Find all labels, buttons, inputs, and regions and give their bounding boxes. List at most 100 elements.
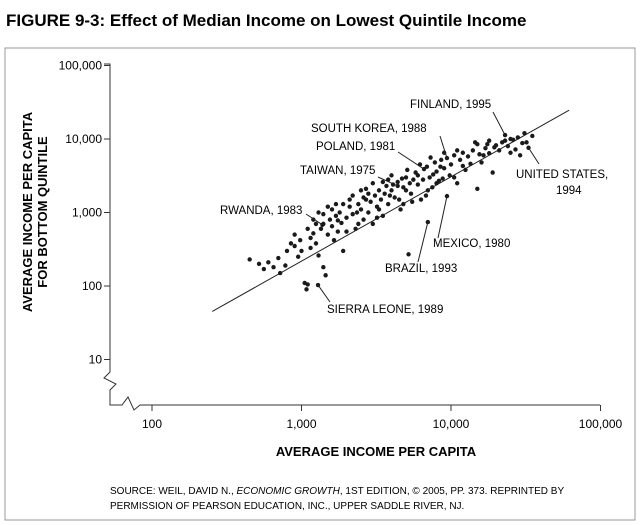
data-point — [439, 157, 444, 163]
data-point — [247, 257, 252, 262]
data-point — [382, 191, 387, 196]
data-point — [387, 193, 393, 198]
data-point — [428, 155, 433, 160]
data-point — [454, 181, 460, 186]
x-axis-label: AVERAGE INCOME PER CAPITA — [276, 444, 477, 459]
y-axis-label-line2: FOR BOTTOM QUINTILE — [35, 136, 50, 288]
data-point — [327, 217, 333, 222]
data-point — [380, 213, 386, 219]
data-point — [447, 173, 452, 178]
data-point — [524, 140, 529, 145]
data-point — [311, 231, 316, 236]
data-point — [344, 229, 349, 234]
data-point — [468, 161, 473, 166]
data-point — [325, 232, 331, 237]
data-point — [325, 204, 331, 209]
data-point — [376, 207, 382, 212]
data-point — [423, 193, 429, 198]
x-tick-label: 1,000 — [286, 417, 316, 431]
data-point — [430, 185, 435, 190]
data-point — [358, 188, 364, 193]
data-point — [463, 167, 468, 173]
source-line2: PERMISSION OF PEARSON EDUCATION, INC., U… — [110, 501, 464, 512]
annotation-leader — [397, 151, 425, 170]
data-point — [406, 252, 411, 257]
data-point — [374, 215, 380, 220]
data-point — [356, 201, 361, 207]
data-point — [483, 145, 488, 151]
data-point — [418, 197, 424, 202]
y-axis — [103, 63, 600, 411]
data-point — [395, 179, 400, 185]
annotation-leader — [437, 196, 448, 239]
data-point — [490, 170, 495, 175]
data-point — [344, 215, 349, 220]
annotation-label: UNITED STATES, — [516, 169, 608, 181]
data-point — [448, 162, 454, 167]
y-tick-label: 1,000 — [72, 206, 102, 220]
annotation-leader — [439, 135, 448, 159]
data-point — [441, 166, 447, 171]
data-point — [420, 177, 426, 182]
data-point — [405, 167, 410, 173]
data-point — [337, 210, 342, 215]
data-point — [401, 201, 406, 207]
y-tick-label: 10,000 — [65, 132, 102, 146]
annotation-label: SIERRA LEONE, 1989 — [327, 304, 443, 316]
data-point — [472, 140, 478, 145]
data-point — [440, 176, 445, 181]
data-point — [316, 253, 321, 258]
data-point — [256, 261, 262, 267]
data-point — [277, 270, 283, 276]
annotation-label: SOUTH KOREA, 1988 — [311, 123, 427, 135]
annotation-label: RWANDA, 1983 — [220, 205, 302, 217]
data-point — [340, 248, 346, 254]
x-tick-label: 100,000 — [579, 417, 623, 431]
data-point — [460, 163, 466, 169]
data-point — [438, 164, 443, 169]
data-point — [451, 153, 457, 158]
data-point — [276, 255, 281, 261]
data-point — [508, 136, 513, 142]
data-point — [340, 201, 346, 207]
data-point — [530, 133, 535, 139]
data-point — [321, 265, 326, 270]
data-point — [409, 199, 415, 204]
y-tick-label: 100 — [82, 279, 102, 293]
data-point — [432, 160, 438, 165]
data-point — [316, 210, 321, 215]
y-axis-label-line1: AVERAGE INCOME PER CAPITA — [20, 111, 35, 312]
data-point — [361, 217, 366, 222]
data-point — [396, 197, 402, 202]
annotation-label: 1994 — [556, 185, 582, 197]
data-point — [470, 148, 476, 153]
data-point — [398, 207, 403, 212]
data-point — [376, 188, 382, 193]
data-point — [305, 282, 310, 287]
data-point — [323, 273, 328, 278]
data-point — [363, 186, 369, 192]
data-point — [284, 248, 290, 254]
data-point — [304, 287, 309, 292]
data-point — [361, 195, 366, 200]
data-point — [297, 237, 303, 243]
data-point — [308, 245, 313, 251]
data-point — [403, 188, 409, 193]
data-point — [492, 145, 497, 150]
source-line1: SOURCE: WEIL, DAVID N., ECONOMIC GROWTH,… — [110, 486, 564, 497]
annotation-label: MEXICO, 1980 — [433, 238, 510, 250]
data-point — [454, 148, 460, 153]
data-point — [486, 138, 492, 143]
data-point — [502, 138, 508, 143]
fit-line — [212, 109, 570, 312]
data-point — [515, 135, 521, 140]
data-point — [266, 260, 271, 265]
data-point — [372, 193, 378, 198]
data-point — [389, 188, 394, 193]
data-point — [308, 235, 313, 241]
data-point — [378, 197, 384, 202]
data-point — [486, 151, 492, 156]
data-point — [331, 237, 337, 243]
data-point — [339, 220, 344, 226]
